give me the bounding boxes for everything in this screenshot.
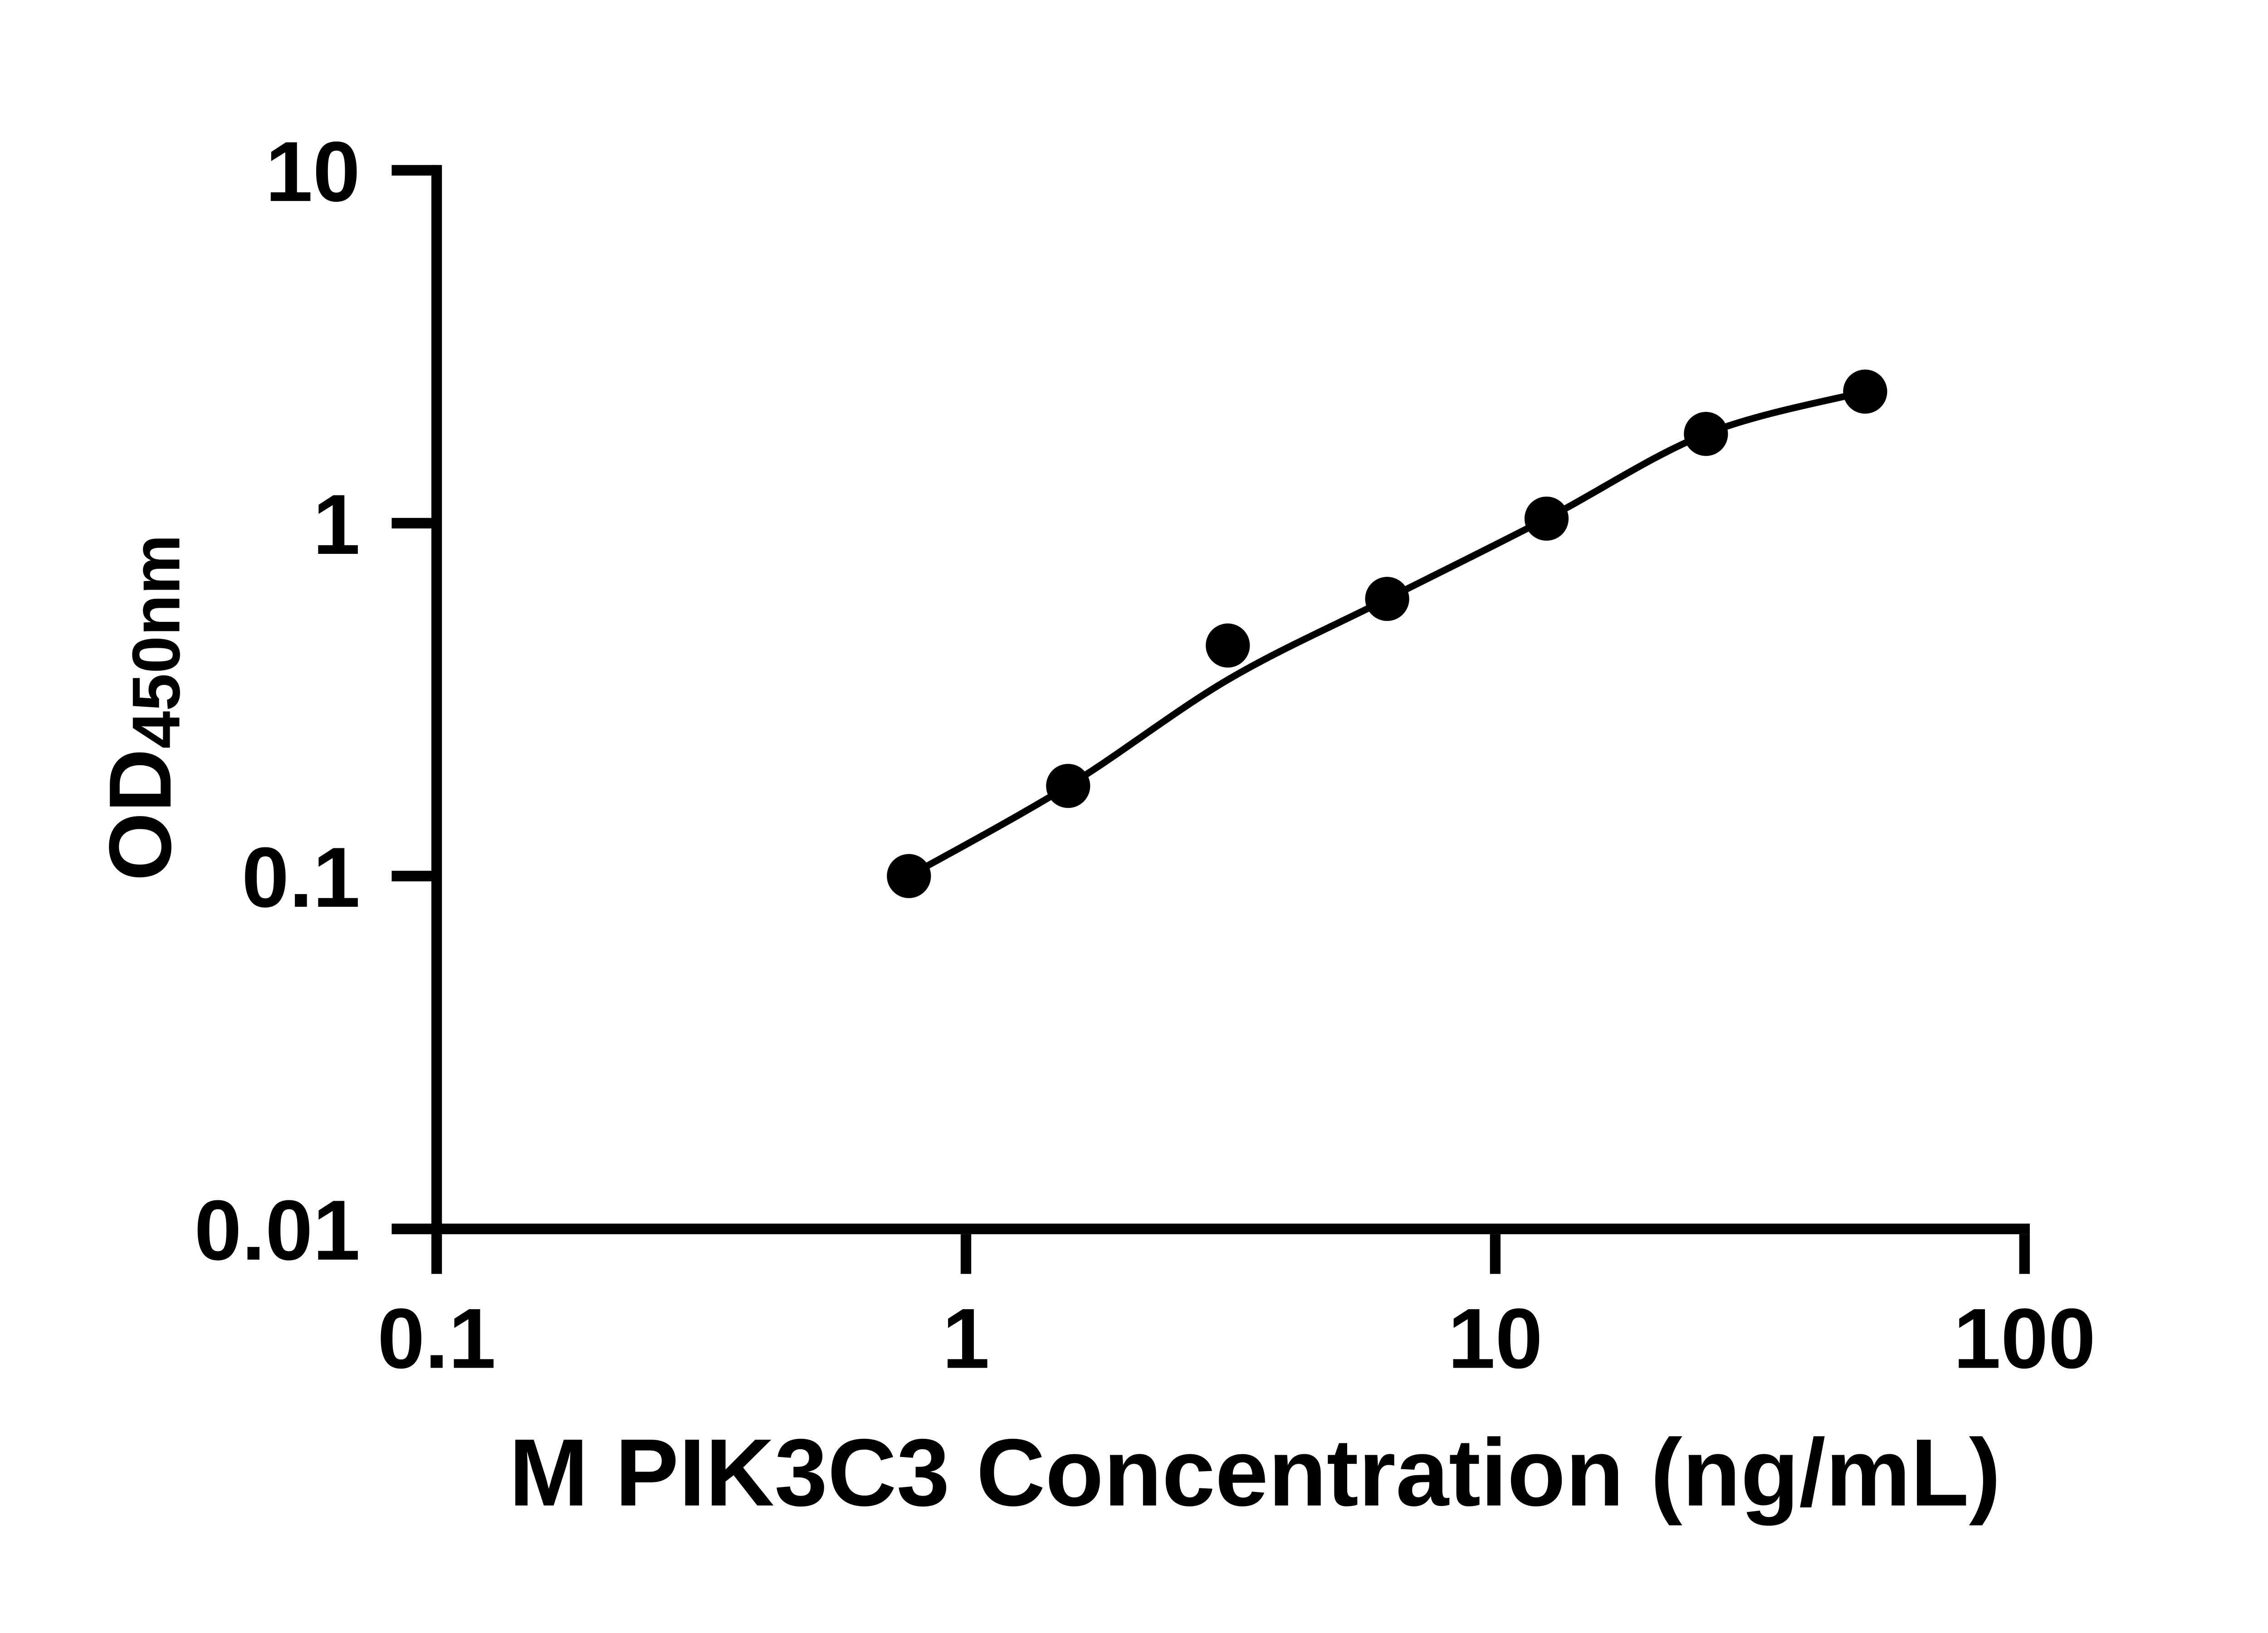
y-tick-label: 10 (265, 124, 360, 219)
data-point (1524, 496, 1569, 541)
x-tick-label: 1 (942, 1291, 990, 1386)
y-axis-title-subscript: 450nm (118, 534, 194, 748)
series-layer (887, 369, 1887, 898)
y-tick-label: 1 (313, 477, 361, 572)
y-tick-label: 0.1 (242, 830, 360, 925)
data-point (1206, 623, 1250, 668)
fit-curve (905, 388, 1869, 880)
y-tick-label: 0.01 (194, 1183, 360, 1278)
x-tick-label: 0.1 (377, 1291, 496, 1386)
y-axis-title: OD450nm (91, 534, 194, 881)
data-point (1046, 763, 1090, 808)
data-point (1365, 577, 1409, 621)
data-point (887, 854, 931, 898)
x-tick-label: 100 (1953, 1291, 2096, 1386)
data-point (1684, 411, 1728, 456)
y-axis-title-main: OD (91, 748, 190, 881)
data-point (1843, 369, 1887, 414)
x-tick-label: 10 (1448, 1291, 1543, 1386)
x-axis-title: M PIK3C3 Concentration (ng/mL) (509, 1419, 2001, 1526)
